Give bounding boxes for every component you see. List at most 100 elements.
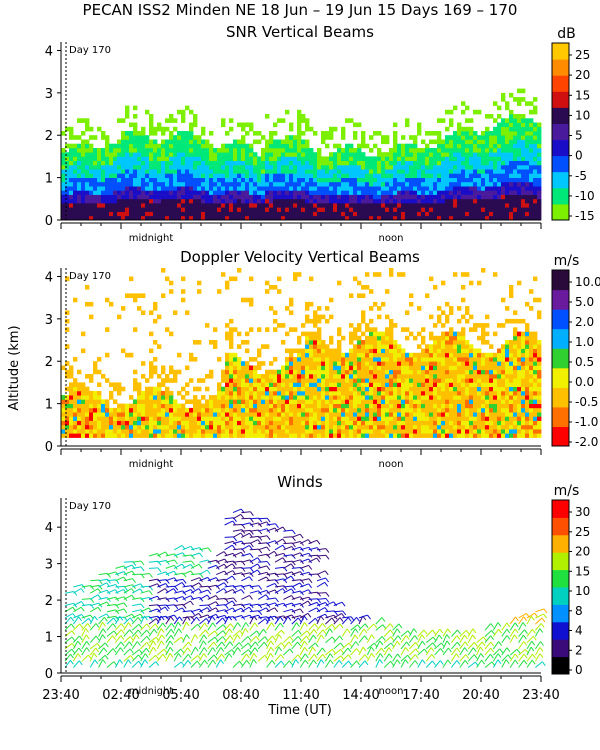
panel2-cell	[453, 429, 458, 434]
panel2-cell	[457, 429, 462, 434]
panel2-cell	[349, 335, 354, 341]
panel1-cell	[417, 177, 422, 183]
panel1-cell	[417, 152, 422, 157]
panel1-cell	[181, 177, 186, 183]
panel2-cell	[229, 335, 234, 341]
panel1-cell	[521, 211, 526, 217]
panel2-cell	[309, 369, 314, 375]
panel1-cell	[105, 207, 110, 212]
panel1-cell	[221, 198, 226, 204]
panel1-cell	[229, 173, 234, 178]
panel2-cell	[525, 340, 530, 345]
panel2-cell	[429, 361, 434, 366]
panel1-cell	[457, 173, 462, 178]
panel1-cell	[169, 160, 174, 166]
panel1-cell	[509, 143, 514, 149]
panel1-cell	[269, 173, 274, 178]
panel1-cell	[213, 156, 218, 161]
panel2-cell	[477, 352, 482, 358]
panel1-cell	[445, 198, 450, 204]
panel2-cell	[85, 374, 90, 379]
panel2-cell	[385, 361, 390, 366]
panel1-cell	[401, 177, 406, 183]
panel2-cell	[445, 357, 450, 362]
panel1-cell	[493, 164, 498, 170]
panel2-cell	[141, 374, 146, 379]
panel2-cell	[153, 390, 158, 396]
panel1-cell	[169, 114, 174, 119]
panel1-cell	[353, 152, 358, 157]
panel2-cell	[317, 433, 322, 438]
panel2-cell	[405, 412, 410, 417]
panel2-cell	[441, 399, 446, 404]
panel2-cell	[389, 357, 394, 362]
panel1-cell	[461, 215, 466, 221]
panel2-cell	[497, 365, 502, 371]
panel1-cell	[105, 181, 110, 187]
panel1-cell	[269, 177, 274, 183]
panel1-cell	[93, 160, 98, 166]
panel2-cell	[517, 335, 522, 341]
panel1-cell	[493, 203, 498, 208]
panel1-cell	[509, 131, 514, 136]
panel2-cell	[369, 331, 374, 337]
panel2-cell	[521, 352, 526, 358]
panel1-cell	[345, 186, 350, 191]
panel1-cell	[249, 122, 254, 128]
panel2-cell	[133, 403, 138, 409]
panel2-cell	[229, 395, 234, 400]
panel2-cell	[149, 361, 154, 366]
panel1-cell	[457, 186, 462, 191]
panel1-cell	[161, 148, 166, 153]
panel2-cell	[365, 340, 370, 345]
panel2-cell	[289, 382, 294, 387]
panel2-cell	[401, 365, 406, 371]
panel2-cell	[397, 429, 402, 434]
panel1-cell	[329, 177, 334, 183]
panel2-cell	[289, 407, 294, 413]
panel1-cell	[365, 156, 370, 161]
panel2-cell	[369, 340, 374, 345]
panel1-cell	[269, 190, 274, 195]
panel1-cell	[69, 198, 74, 204]
panel2-cell	[77, 386, 82, 392]
panel1-cell	[469, 190, 474, 195]
panel2-cell	[273, 357, 278, 362]
panel2-cell	[441, 335, 446, 341]
panel2-cell	[397, 424, 402, 430]
panel2-cell	[301, 331, 306, 337]
panel1-cell	[297, 148, 302, 153]
panel1-cell	[285, 143, 290, 149]
panel2-cell	[485, 416, 490, 421]
panel1-cell	[369, 169, 374, 174]
panel2-cell	[373, 335, 378, 341]
panel2-cell	[229, 424, 234, 430]
panel2-cell	[405, 310, 410, 315]
panel2-cell	[65, 318, 70, 324]
panel1-cell	[153, 198, 158, 204]
panel1-cell	[333, 152, 338, 157]
panel2-cell	[73, 357, 78, 362]
panel2-cell	[165, 327, 170, 332]
panel2-cell	[437, 365, 442, 371]
panel2-cell	[513, 390, 518, 396]
panel2-cell	[525, 416, 530, 421]
panel2-cell	[233, 420, 238, 426]
panel1-cell	[181, 164, 186, 170]
panel1-cell	[61, 198, 66, 204]
panel1-cell	[513, 203, 518, 208]
panel1-cell	[505, 131, 510, 136]
panel1-cell	[321, 181, 326, 187]
panel1-cell	[229, 207, 234, 212]
panel2-cell	[361, 378, 366, 383]
panel1-cell	[501, 156, 506, 161]
panel1-cell	[133, 122, 138, 128]
panel2-cell	[397, 272, 402, 277]
panel1-cell	[181, 156, 186, 161]
panel2-cell	[81, 420, 86, 426]
panel2-cell	[417, 403, 422, 409]
panel2-cell	[157, 420, 162, 426]
panel1-cell	[133, 194, 138, 200]
panel1-cell	[373, 160, 378, 166]
panel2-cell	[121, 420, 126, 426]
